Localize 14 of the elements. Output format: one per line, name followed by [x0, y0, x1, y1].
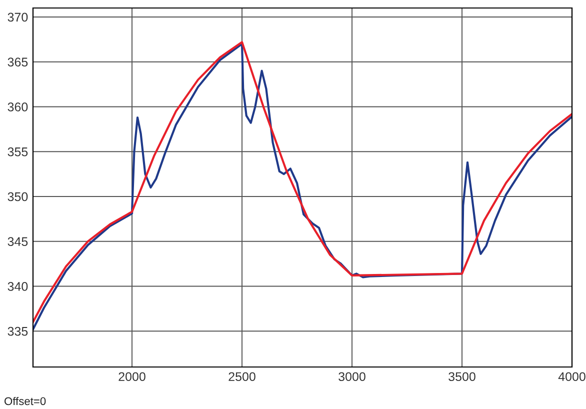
x-tick-label: 2500: [228, 372, 256, 382]
x-tick-label: 4000: [558, 372, 586, 382]
y-tick-label: 335: [8, 326, 28, 336]
y-tick-label: 340: [8, 282, 28, 291]
y-tick-label: 370: [8, 12, 28, 22]
y-tick-label: 360: [8, 102, 28, 112]
y-tick-label: 350: [8, 192, 28, 202]
y-tick-label: 355: [8, 147, 28, 156]
x-tick-label: 3000: [338, 372, 366, 382]
x-tick-label: 3500: [448, 372, 476, 382]
y-tick-label: 365: [8, 58, 28, 66]
text: Offset=0: [4, 396, 46, 406]
y-tick-label: 345: [8, 237, 28, 246]
x-tick-label: 2000: [118, 372, 146, 382]
